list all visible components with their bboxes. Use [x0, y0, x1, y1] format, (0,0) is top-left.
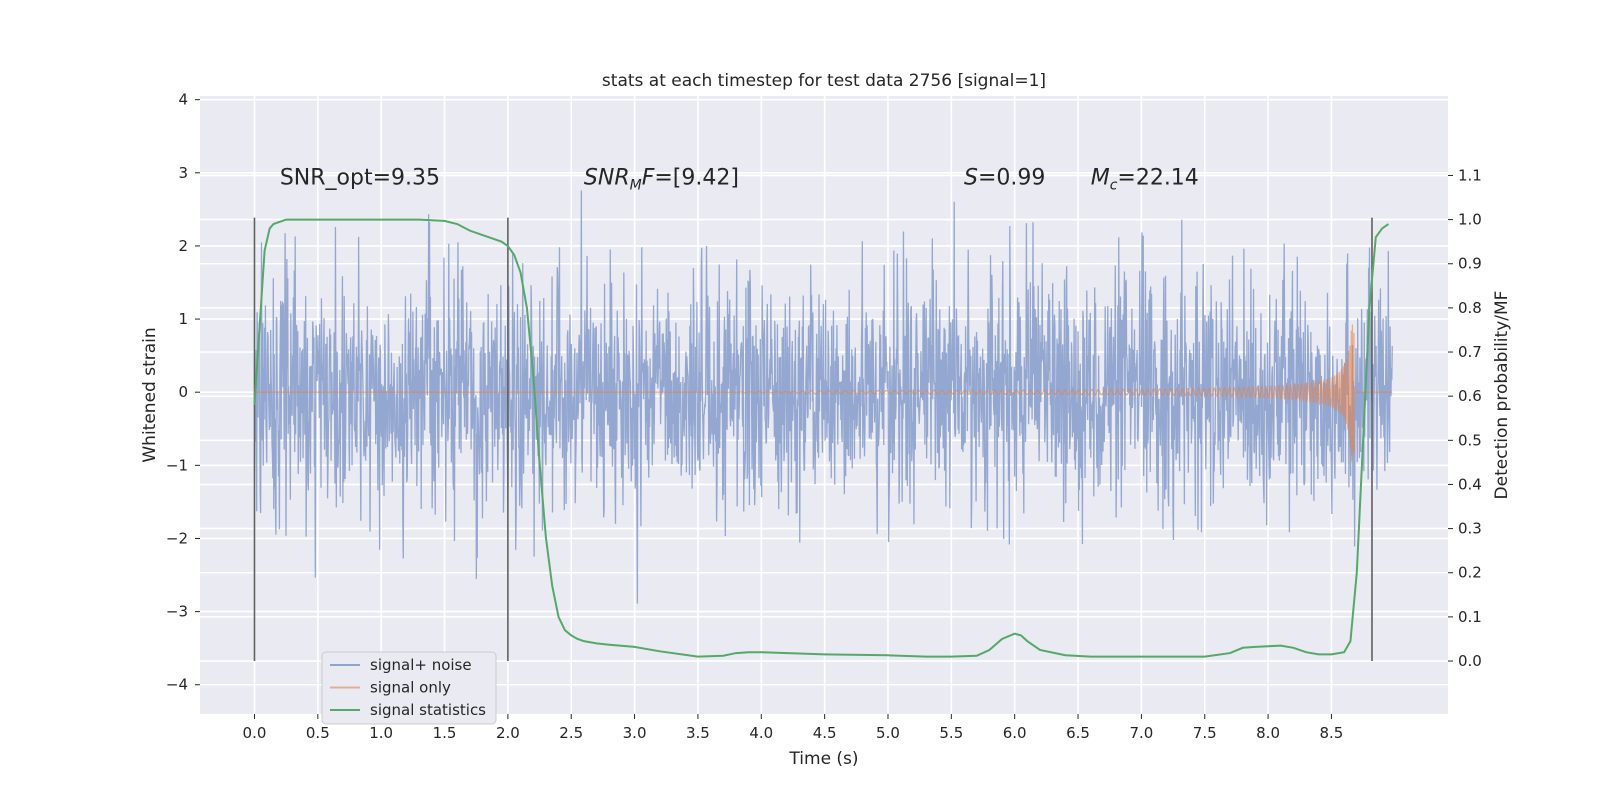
legend-label-signal-only: signal only — [370, 679, 451, 697]
x-tick-label: 0.0 — [243, 724, 267, 742]
annotation: Mc=22.14 — [1091, 165, 1199, 193]
noise-line — [253, 190, 1393, 604]
vertical-markers — [253, 217, 1373, 662]
y2-tick-label: 0.9 — [1458, 255, 1482, 273]
legend-label-signal-noise: signal+ noise — [370, 656, 472, 674]
y-tick-label: 3 — [178, 164, 188, 182]
y2-axis-ticks: 1.1 1.0 0.9 0.8 0.7 0.6 0.5 0.4 0.3 0.2 0.1 0.0 — [1448, 166, 1482, 670]
y2-tick-label: 0.6 — [1458, 387, 1482, 405]
y2-tick-label: 0.1 — [1458, 608, 1482, 626]
y2-tick-label: 0.7 — [1458, 343, 1482, 361]
y-tick-label: −4 — [166, 676, 188, 694]
y2-tick-label: 1.1 — [1458, 166, 1482, 184]
x-tick-label: 7.0 — [1129, 724, 1153, 742]
x-tick-label: 8.5 — [1320, 724, 1344, 742]
x-tick-label: 0.5 — [306, 724, 330, 742]
x-tick-label: 3.5 — [686, 724, 710, 742]
y-tick-label: −3 — [166, 603, 188, 621]
x-tick-label: 3.0 — [623, 724, 647, 742]
x-tick-label: 2.5 — [559, 724, 583, 742]
y-tick-label: −2 — [166, 529, 188, 547]
series-signal-noise — [253, 190, 1393, 604]
y2-axis-label: Detection probability/MF — [1492, 291, 1512, 500]
x-tick-label: 2.0 — [496, 724, 520, 742]
y2-tick-label: 0.3 — [1458, 520, 1482, 538]
y-axis-label: Whitened strain — [140, 327, 160, 462]
y-tick-label: 2 — [178, 237, 188, 255]
annotation: S=0.99 — [964, 165, 1045, 190]
x-tick-label: 5.5 — [939, 724, 963, 742]
x-tick-label: 1.5 — [433, 724, 457, 742]
y2-tick-label: 1.0 — [1458, 211, 1482, 229]
y-axis-ticks: 4 3 2 1 0 −1 −2 −3 −4 — [166, 91, 200, 694]
series-signal-statistics — [253, 218, 1390, 658]
y2-tick-label: 0.8 — [1458, 299, 1482, 317]
x-tick-label: 6.0 — [1003, 724, 1027, 742]
y2-tick-label: 0.0 — [1458, 652, 1482, 670]
legend-box — [321, 651, 497, 725]
annotation: SNR_opt=9.35 — [280, 165, 440, 190]
y2-tick-label: 0.2 — [1458, 564, 1482, 582]
legend-label-signal-statistics: signal statistics — [370, 701, 486, 719]
x-axis-ticks: 0.0 0.5 1.0 1.5 2.0 2.5 3.0 3.5 4.0 4.5 5.0 5.5 6.0 6… — [243, 714, 1344, 742]
signal-only-line — [254, 324, 1393, 462]
chart-title: stats at each timestep for test data 275… — [602, 71, 1046, 91]
x-axis-label: Time (s) — [788, 749, 858, 769]
annotations: SNR_opt=9.35 SNRMF=[9.42] S=0.99 Mc=22.14 — [280, 165, 1199, 193]
annotation: SNRMF=[9.42] — [584, 165, 739, 193]
y-tick-label: −1 — [166, 456, 188, 474]
y2-tick-label: 0.5 — [1458, 431, 1482, 449]
x-tick-label: 7.5 — [1193, 724, 1217, 742]
x-tick-label: 4.5 — [813, 724, 837, 742]
y-tick-label: 0 — [178, 383, 188, 401]
y-tick-label: 1 — [178, 310, 188, 328]
x-tick-label: 5.0 — [876, 724, 900, 742]
x-tick-label: 6.5 — [1066, 724, 1090, 742]
x-tick-label: 4.0 — [749, 724, 773, 742]
x-tick-label: 8.0 — [1256, 724, 1280, 742]
series-signal-only — [254, 324, 1393, 462]
y-tick-label: 4 — [178, 91, 188, 109]
legend: signal+ noise signal only signal statist… — [321, 651, 497, 725]
x-tick-label: 1.0 — [369, 724, 393, 742]
y2-tick-label: 0.4 — [1458, 475, 1482, 493]
signal-statistics-line — [253, 218, 1390, 658]
